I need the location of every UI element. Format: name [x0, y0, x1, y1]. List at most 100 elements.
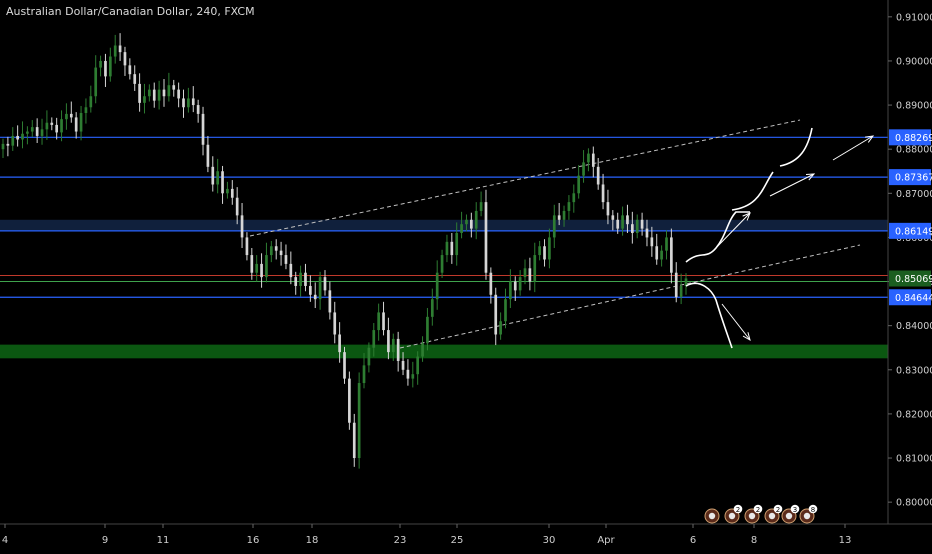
candle-body — [108, 56, 112, 77]
level-price-label-bg — [889, 289, 931, 306]
candle-body — [591, 153, 595, 167]
candle-body — [167, 85, 171, 97]
candle-body — [265, 255, 268, 278]
candle-body — [440, 255, 444, 273]
candle-body — [294, 277, 298, 286]
candle-body — [538, 246, 541, 256]
candle-body — [582, 162, 585, 176]
candle-body — [509, 281, 512, 300]
badge-icon — [753, 504, 763, 514]
candle-body — [172, 85, 176, 90]
candle-body — [74, 117, 78, 132]
projection-path-down — [685, 282, 733, 349]
candle-body — [616, 219, 620, 229]
candle-body — [548, 237, 551, 260]
toolbar-icon[interactable]: 3 — [781, 504, 800, 524]
x-tick-label: 25 — [451, 535, 464, 546]
toolbar-icon[interactable]: 2 — [764, 504, 783, 524]
toolbar-icon[interactable]: 2 — [744, 504, 763, 524]
zone-green — [0, 344, 888, 359]
candle-body — [226, 188, 229, 194]
candle-body — [557, 215, 561, 220]
candle-body — [260, 263, 263, 278]
candle-body — [465, 219, 468, 225]
candle-body — [674, 272, 678, 297]
candle-body — [84, 107, 88, 114]
projection-arrow-1 — [711, 212, 751, 253]
candle-body — [396, 338, 400, 361]
candle-body — [245, 237, 249, 256]
candle-body — [104, 60, 107, 77]
candle-body — [284, 255, 288, 264]
level-price-label: 0.86149 — [895, 226, 932, 237]
candle-body — [118, 45, 122, 53]
x-tick-label: 9 — [102, 535, 108, 546]
candle-body — [401, 360, 405, 370]
candle-body — [1, 143, 5, 150]
candles-layer — [1, 33, 688, 469]
candle-body — [543, 246, 546, 260]
candle-body — [182, 98, 185, 108]
toolbar-icon[interactable]: 2 — [724, 504, 743, 524]
candle-body — [479, 202, 483, 211]
projection-arrow-3-head — [865, 135, 875, 143]
candle-body — [572, 193, 576, 203]
channel-upper-line — [249, 119, 801, 237]
candle-body — [279, 250, 283, 256]
candle-body — [318, 277, 322, 300]
x-tick-label: 6 — [690, 535, 696, 546]
candle-body — [367, 347, 371, 366]
candle-body — [362, 365, 366, 384]
candle-body — [655, 246, 659, 260]
candle-body — [372, 330, 376, 348]
candle-body — [684, 278, 688, 286]
toolbar-icon[interactable]: 8 — [799, 504, 818, 524]
level-price-label: 0.87367 — [895, 173, 932, 184]
candle-body — [348, 378, 351, 423]
y-tick-label: 0.83000 — [896, 365, 932, 376]
candle-body — [240, 215, 244, 238]
candle-body — [99, 60, 102, 68]
candle-body — [484, 202, 488, 273]
candle-body — [635, 219, 639, 234]
candle-body — [416, 356, 420, 375]
x-tick-label: 23 — [394, 535, 407, 546]
candle-body — [196, 105, 200, 114]
candle-body — [611, 215, 615, 220]
candle-body — [391, 338, 395, 353]
candle-body — [211, 166, 215, 185]
x-tick-label: Apr — [597, 535, 615, 546]
level-price-label: 0.84644 — [895, 293, 932, 304]
candle-body — [113, 45, 117, 57]
projection-arrow-down — [721, 303, 751, 341]
candle-body — [201, 113, 205, 145]
candle-body — [665, 237, 668, 251]
candle-body — [269, 246, 273, 256]
candle-body — [128, 65, 132, 75]
y-tick-label: 0.87000 — [896, 189, 932, 200]
candle-body — [30, 127, 34, 132]
level-price-label-bg — [889, 169, 931, 186]
candle-body — [528, 268, 532, 282]
candle-body — [435, 272, 439, 300]
candle-body — [343, 352, 346, 379]
candle-body — [123, 52, 127, 66]
avatar-face-icon — [803, 512, 811, 520]
candle-body — [187, 98, 190, 108]
toolbar-layer[interactable]: 2 2 2 3 8 — [704, 504, 818, 524]
labels-layer: 0.910000.900000.890000.880000.870000.860… — [2, 12, 932, 546]
x-tick-label: 11 — [157, 535, 170, 546]
axis-layer — [0, 0, 932, 528]
badge-count: 2 — [756, 506, 760, 514]
candle-body — [60, 119, 63, 133]
candle-body — [235, 197, 239, 216]
badge-icon — [773, 504, 783, 514]
candle-body — [562, 210, 566, 220]
toolbar-icon[interactable] — [704, 508, 720, 524]
candle-body — [455, 233, 459, 256]
candle-body — [421, 343, 424, 357]
candle-body — [352, 422, 356, 459]
candle-body — [670, 237, 673, 273]
candle-body — [133, 74, 137, 84]
